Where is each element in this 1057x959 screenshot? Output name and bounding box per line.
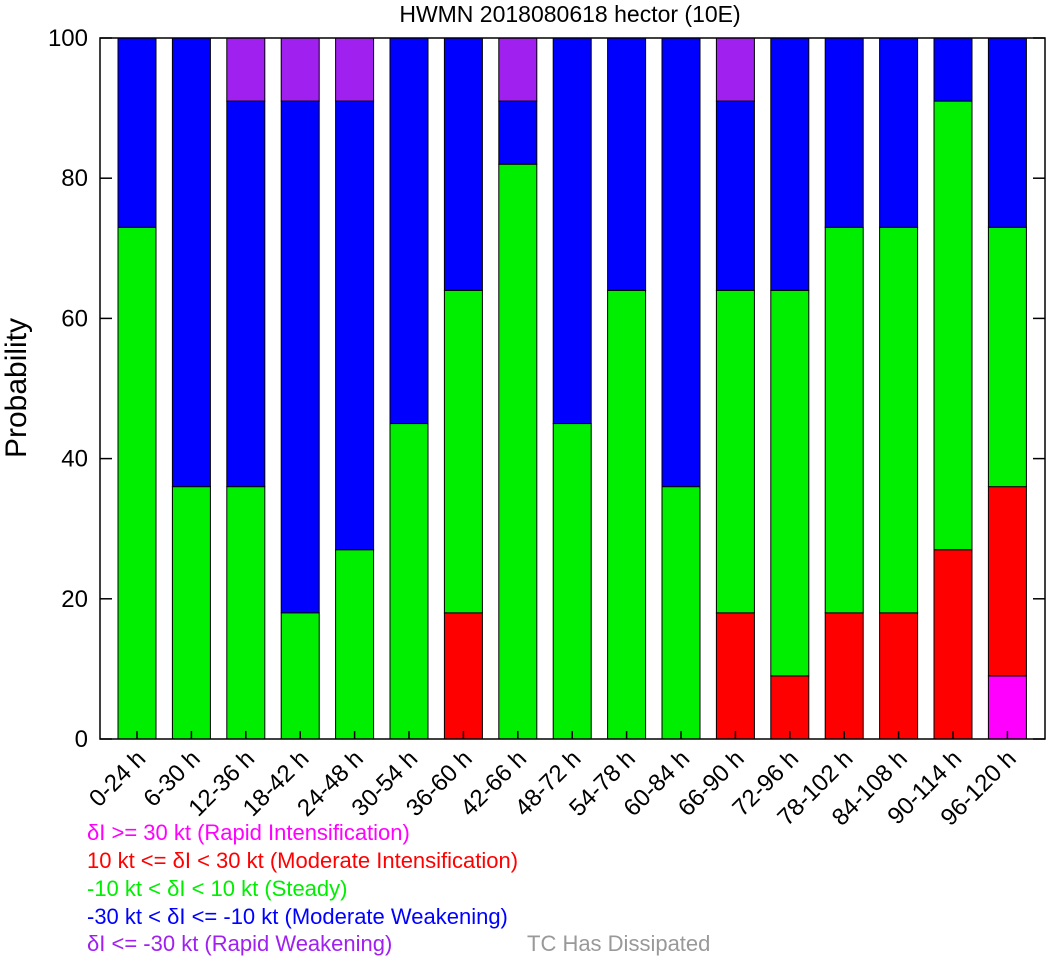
bar-segment-steady-16 (987, 226, 1027, 488)
bar-segment-steady-12 (770, 289, 810, 677)
y-axis-label: Probability (0, 318, 33, 458)
bar-segment-mw-13 (824, 37, 864, 228)
bar-segment-steady-6 (443, 289, 483, 614)
legend-item-tc-dissipated: TC Has Dissipated (527, 931, 711, 956)
bar-segment-mw-15 (933, 37, 973, 102)
bar-segment-steady-10 (661, 486, 701, 740)
bar-segment-mi-15 (933, 549, 973, 740)
chart-title: HWMN 2018080618 hector (10E) (399, 1, 740, 27)
bar-segment-mi-12 (770, 675, 810, 740)
bar-segment-steady-3 (280, 612, 320, 740)
bar-segment-mw-14 (879, 37, 919, 228)
bar-segment-mw-2 (226, 100, 266, 488)
y-tick-label: 0 (75, 726, 88, 753)
bar-segment-mi-13 (824, 612, 864, 740)
legend-item-steady: -10 kt < δI < 10 kt (Steady) (87, 876, 348, 901)
bar-segment-mw-3 (280, 100, 320, 614)
bars-layer (117, 37, 1027, 740)
bar-segment-rw-2 (226, 37, 266, 102)
plot-frame (99, 37, 1046, 740)
bar-segment-mi-6 (443, 612, 483, 740)
legend-item-moderate-intensification: 10 kt <= δI < 30 kt (Moderate Intensific… (87, 848, 519, 873)
legend-item-rapid-intensification: δI >= 30 kt (Rapid Intensification) (87, 820, 410, 845)
bar-segment-mw-1 (171, 37, 211, 488)
bar-segment-mw-9 (607, 37, 647, 291)
bar-segment-steady-15 (933, 100, 973, 551)
bar-segment-mi-11 (715, 612, 755, 740)
bar-segment-mw-8 (552, 37, 592, 425)
bar-segment-rw-4 (335, 37, 375, 102)
bar-segment-steady-8 (552, 423, 592, 740)
bar-segment-mw-6 (443, 37, 483, 291)
bar-segment-steady-4 (335, 549, 375, 740)
bar-segment-mw-10 (661, 37, 701, 488)
y-tick-label: 40 (61, 446, 88, 473)
bar-segment-mi-14 (879, 612, 919, 740)
bar-segment-steady-14 (879, 226, 919, 614)
y-tick-label: 20 (61, 586, 88, 613)
bar-segment-mw-12 (770, 37, 810, 291)
legend-item-moderate-weakening: -30 kt < δI <= -10 kt (Moderate Weakenin… (87, 904, 508, 929)
bar-segment-mw-4 (335, 100, 375, 551)
bar-segment-steady-13 (824, 226, 864, 614)
bar-segment-mw-5 (389, 37, 429, 425)
bar-segment-mi-16 (987, 486, 1027, 677)
bar-segment-rw-3 (280, 37, 320, 102)
y-tick-label: 80 (61, 165, 88, 192)
y-tick-label: 100 (48, 25, 88, 52)
bar-segment-mw-16 (987, 37, 1027, 228)
bar-segment-mw-0 (117, 37, 157, 228)
bar-segment-steady-2 (226, 486, 266, 740)
bar-segment-steady-7 (498, 163, 538, 740)
bar-segment-steady-0 (117, 226, 157, 740)
bar-segment-steady-11 (715, 289, 755, 614)
bar-segment-rw-11 (715, 37, 755, 102)
bar-segment-mw-7 (498, 100, 538, 165)
bar-segment-steady-5 (389, 423, 429, 740)
legend-item-rapid-weakening: δI <= -30 kt (Rapid Weakening) (87, 931, 393, 956)
bar-segment-steady-9 (607, 289, 647, 740)
x-tick-label: 0-24 h (84, 745, 151, 812)
bar-segment-steady-1 (171, 486, 211, 740)
y-tick-label: 60 (61, 305, 88, 332)
bar-segment-ri-16 (987, 675, 1027, 740)
bar-segment-mw-11 (715, 100, 755, 291)
bar-segment-rw-7 (498, 37, 538, 102)
